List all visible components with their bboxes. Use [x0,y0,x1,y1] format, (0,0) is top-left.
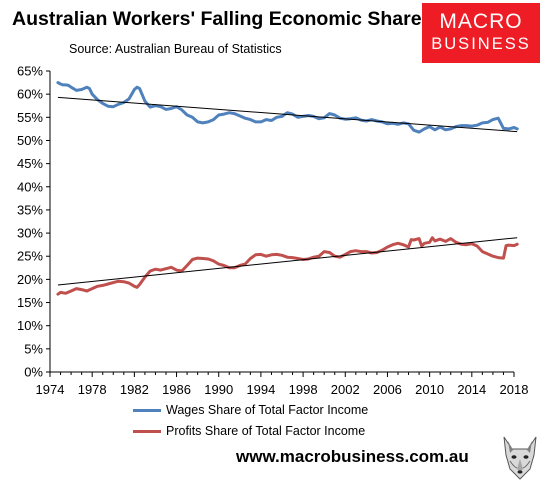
y-tick-label: 10% [17,318,43,333]
x-tick-label: 2006 [373,382,402,397]
website-url: www.macrobusiness.com.au [236,447,469,466]
y-tick-label: 50% [17,133,43,148]
chart-source: Source: Australian Bureau of Statistics [69,42,282,56]
trendline-wages [57,96,518,133]
logo-line1: MACRO [439,10,523,33]
y-tick-label: 25% [17,249,43,264]
macrobusiness-logo: MACRO BUSINESS [422,3,540,63]
legend-label-wages: Wages Share of Total Factor Income [166,403,369,417]
y-tick-label: 35% [17,202,43,217]
x-tick-label: 1974 [36,382,65,397]
x-tick-label: 2014 [457,382,486,397]
x-tick-label: 2018 [500,382,529,397]
y-tick-label: 5% [24,341,43,356]
y-tick-label: 30% [17,226,43,241]
x-tick-label: 1994 [246,382,275,397]
legend-label-profits: Profits Share of Total Factor Income [166,424,366,438]
series-line-wages [56,81,519,134]
x-tick-label: 1986 [162,382,191,397]
x-tick-label: 1990 [204,382,233,397]
y-tick-label: 60% [17,87,43,102]
logo-line2: BUSINESS [431,35,531,53]
chart-title: Australian Workers' Falling Economic Sha… [12,8,422,30]
x-tick-label: 2002 [331,382,360,397]
y-tick-label: 0% [24,365,43,380]
x-tick-label: 2010 [415,382,444,397]
y-tick-label: 65% [17,64,43,79]
y-tick-label: 40% [17,179,43,194]
x-tick-label: 1998 [289,382,318,397]
y-tick-label: 55% [17,110,43,125]
x-tick-label: 1978 [78,382,107,397]
trendline-profits [57,237,518,286]
y-tick-label: 20% [17,272,43,287]
y-tick-label: 45% [17,156,43,171]
x-tick-label: 1982 [120,382,149,397]
y-tick-label: 15% [17,295,43,310]
series-line-profits [56,236,519,296]
legend-swatch-profits [133,430,161,433]
wolf-icon [503,436,537,480]
legend-swatch-wages [133,409,161,412]
